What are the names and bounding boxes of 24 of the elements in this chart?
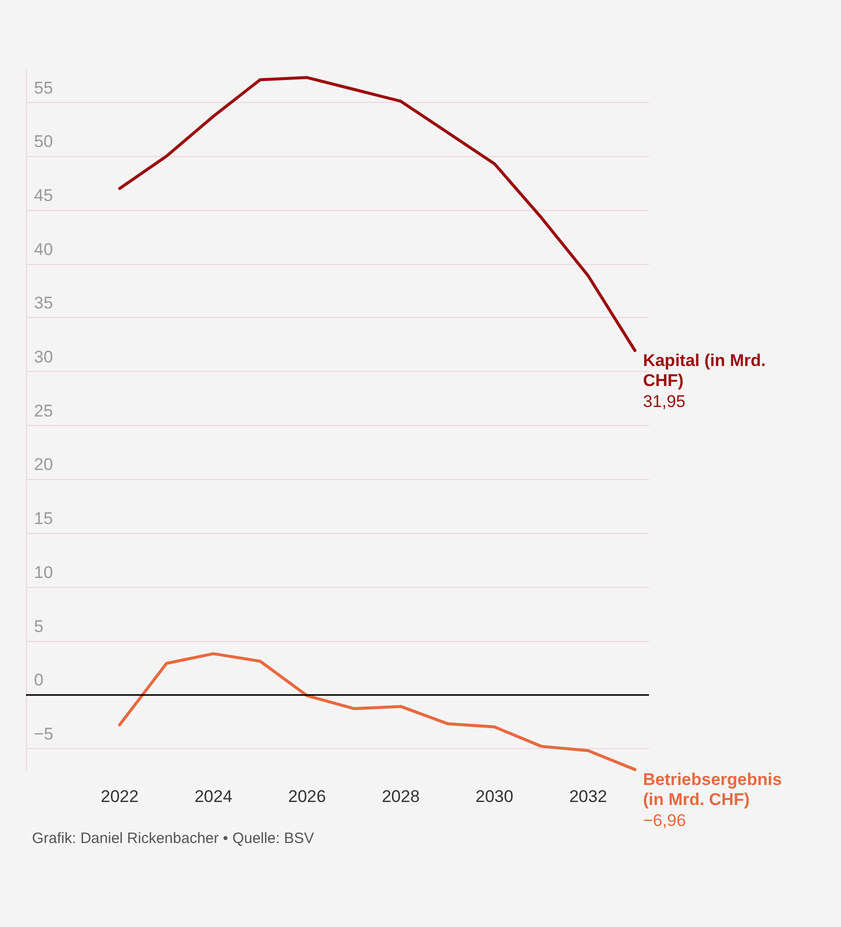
y-tick-label: 0 xyxy=(34,670,44,690)
data-label: 31,95 xyxy=(642,392,686,412)
y-tick-label: 25 xyxy=(34,401,53,420)
y-tick-label: 15 xyxy=(34,509,53,528)
y-tick-label: 5 xyxy=(34,616,44,636)
series-label: Kapital (in Mrd. CHF) xyxy=(642,351,766,390)
y-tick-label: 40 xyxy=(34,240,53,259)
x-tick-label: 2028 xyxy=(382,787,420,806)
x-tick-label: 2024 xyxy=(194,787,232,806)
y-tick-label: 10 xyxy=(34,562,53,582)
x-tick-label: 2022 xyxy=(100,787,139,806)
x-tick-label: 2030 xyxy=(476,787,514,806)
series-label: Betriebsergebnis (in Mrd. CHF) xyxy=(642,770,782,810)
y-tick-label: 45 xyxy=(34,186,53,205)
y-tick-label: 35 xyxy=(34,294,53,313)
y-tick-label: −5 xyxy=(34,724,54,744)
y-tick-label: 55 xyxy=(34,78,53,98)
data-label: −6,96 xyxy=(642,811,686,830)
x-tick-label: 2026 xyxy=(288,787,326,806)
text: Grafik: Daniel Rickenbacher • Quelle: BSV xyxy=(31,830,316,847)
y-tick-label: 50 xyxy=(34,132,53,152)
y-tick-label: 20 xyxy=(34,455,53,474)
y-tick-label: 30 xyxy=(34,348,53,367)
x-tick-label: 2032 xyxy=(569,787,608,806)
